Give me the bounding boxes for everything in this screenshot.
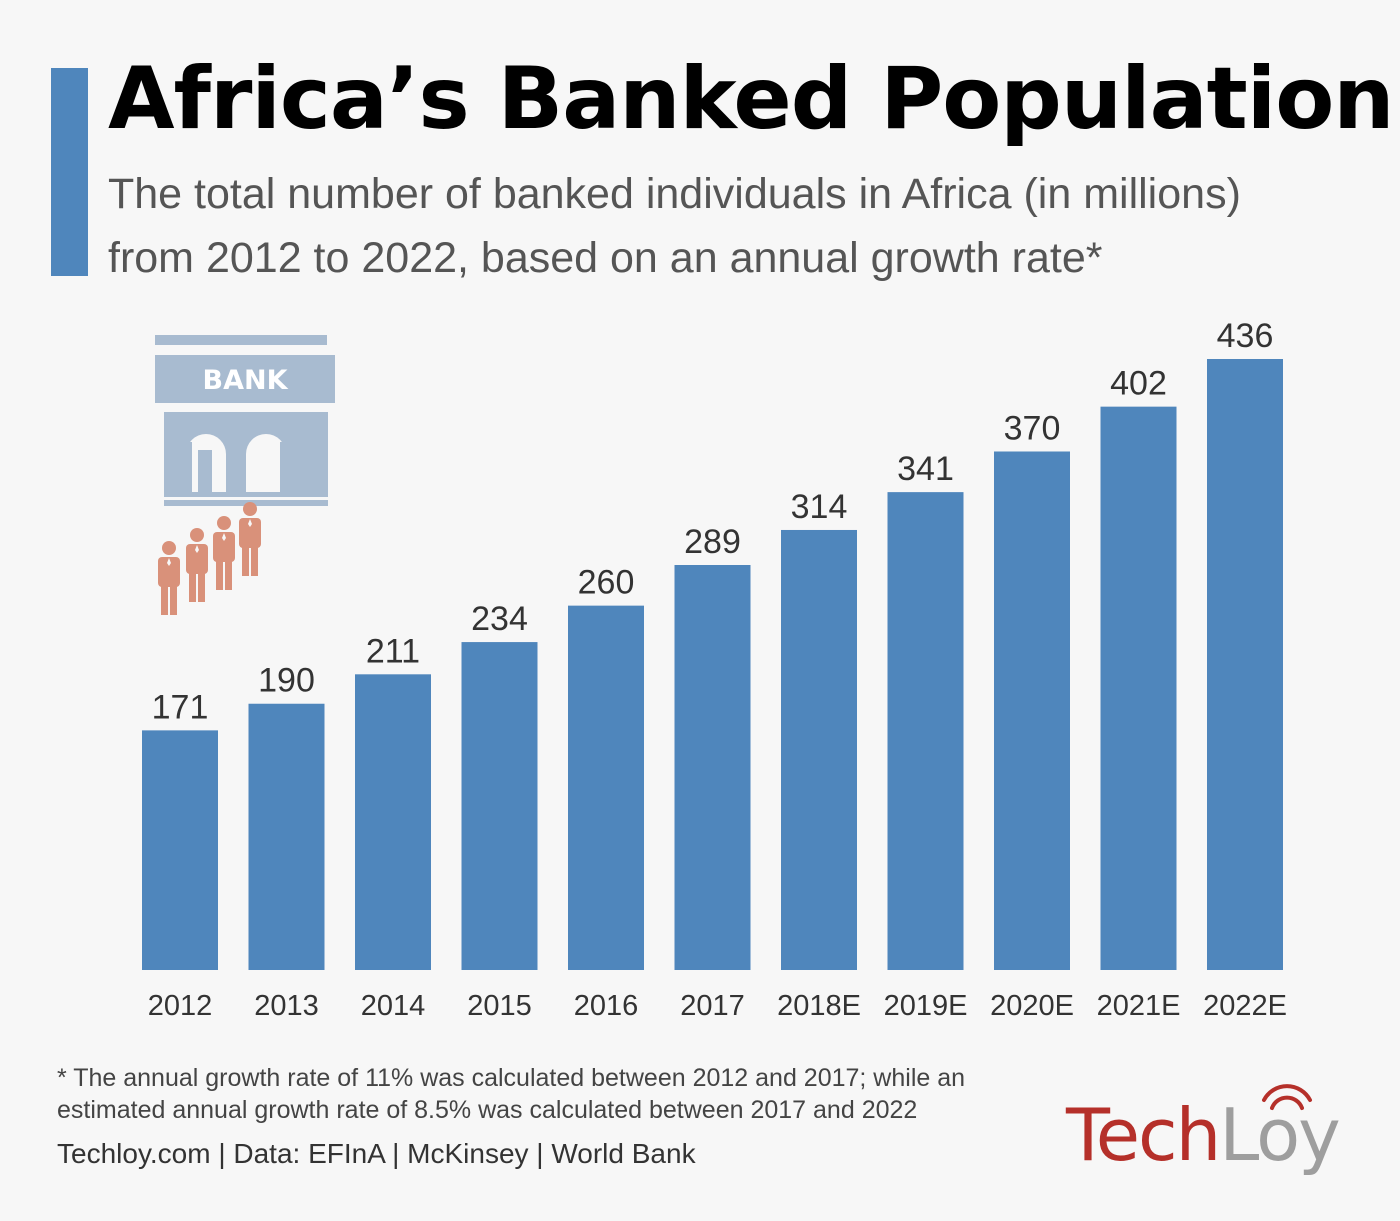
category-label-2020E: 2020E xyxy=(990,990,1074,1022)
chart-subtitle: The total number of banked individuals i… xyxy=(108,170,1241,282)
value-label-2012: 171 xyxy=(152,688,209,726)
techloy-logo: TechLoy xyxy=(1065,1084,1341,1177)
category-label-2012: 2012 xyxy=(148,990,213,1022)
category-label-2014: 2014 xyxy=(361,990,426,1022)
chart-title: Africa’s Banked Population xyxy=(108,49,1394,149)
value-label-2014: 211 xyxy=(366,632,420,670)
value-label-2021E: 402 xyxy=(1110,365,1167,403)
footnote: * The annual growth rate of 11% was calc… xyxy=(57,1064,966,1124)
value-label-2013: 190 xyxy=(258,662,315,700)
bar-2014 xyxy=(355,674,431,970)
people-queue-icon xyxy=(158,502,261,615)
svg-text:TechLoy: TechLoy xyxy=(1065,1093,1339,1177)
bar-2021E xyxy=(1100,406,1177,970)
value-label-2020E: 370 xyxy=(1004,409,1061,447)
value-label-2015: 234 xyxy=(471,600,528,638)
value-label-2019E: 341 xyxy=(897,450,954,488)
category-label-2021E: 2021E xyxy=(1097,990,1181,1022)
category-label-2016: 2016 xyxy=(574,990,639,1022)
logo-text-accent: Loy xyxy=(1219,1093,1339,1177)
category-label-2022E: 2022E xyxy=(1203,990,1287,1022)
source-credits: Techloy.com | Data: EFInA | McKinsey | W… xyxy=(57,1138,696,1169)
value-label-2016: 260 xyxy=(578,564,635,602)
category-label-2015: 2015 xyxy=(467,990,532,1022)
bar-2019E xyxy=(887,492,964,970)
value-label-2018E: 314 xyxy=(791,488,848,526)
bar-2012 xyxy=(142,730,218,970)
value-label-2022E: 436 xyxy=(1217,317,1274,355)
bar-2013 xyxy=(248,703,325,970)
bar-2018E xyxy=(781,529,857,970)
category-label-2018E: 2018E xyxy=(777,990,861,1022)
category-label-2017: 2017 xyxy=(680,990,745,1022)
bank-building-icon: BANK xyxy=(155,335,335,506)
bar-2020E xyxy=(994,451,1070,970)
bar-2022E xyxy=(1207,359,1283,970)
value-label-2017: 289 xyxy=(684,523,741,561)
category-label-2019E: 2019E xyxy=(884,990,968,1022)
wifi-signal-icon xyxy=(1262,1084,1312,1110)
bar-2017 xyxy=(674,565,751,970)
bank-sign-text: BANK xyxy=(203,365,289,396)
title-accent-bar xyxy=(51,68,88,276)
bar-chart: 171 2012 190 2013 211 2014 234 2015 260 2016 289 20… xyxy=(142,317,1287,1022)
category-label-2013: 2013 xyxy=(254,990,319,1022)
bar-2016 xyxy=(568,605,644,970)
bar-2015 xyxy=(461,642,538,970)
logo-text-main: Tech xyxy=(1065,1093,1219,1177)
